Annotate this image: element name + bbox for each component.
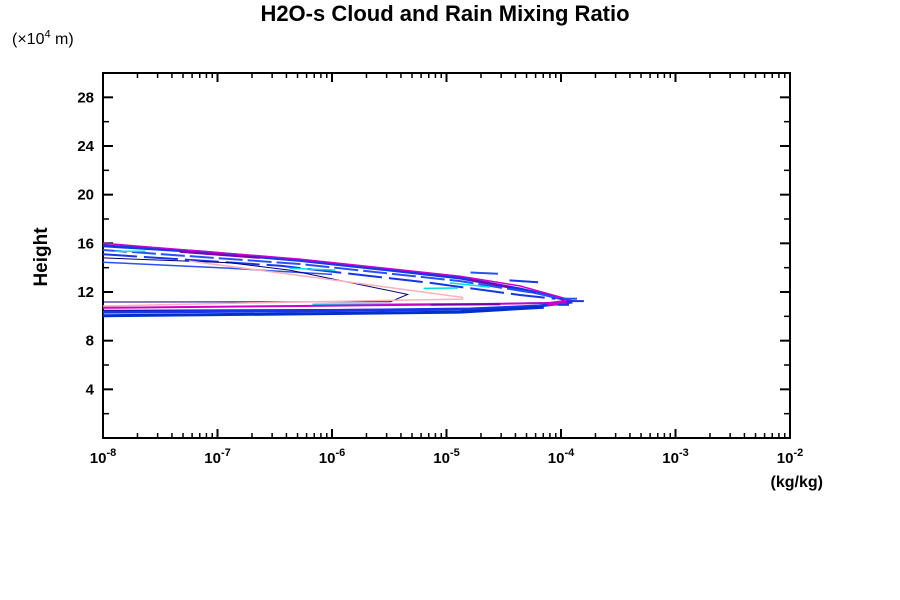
chart-title: H2O-s Cloud and Rain Mixing Ratio <box>260 1 630 26</box>
contour-cyan-frag-3 <box>449 282 491 288</box>
contour-magenta-bottom <box>102 301 558 309</box>
x-tick-label: 10-3 <box>662 447 688 467</box>
contour-tip-magenta <box>547 299 567 307</box>
x-tick-label: 10-4 <box>548 447 575 467</box>
y-tick-label: 28 <box>77 89 94 106</box>
contour-purple-frag-1 <box>179 250 260 259</box>
x-tick-label: 10-8 <box>90 447 116 467</box>
y-unit-exponent: 4 <box>44 28 51 41</box>
contour-scatter-blue-2 <box>509 279 539 284</box>
x-tick-exponent: -2 <box>793 447 803 459</box>
contour-pink-wedge <box>102 260 464 307</box>
x-tick-label: 10-5 <box>433 447 459 467</box>
x-tick-exponent: -6 <box>335 447 345 459</box>
x-tick-exponent: -3 <box>679 447 689 459</box>
contour-purple-frag-3 <box>430 303 501 306</box>
x-tick-label: 10-7 <box>204 447 230 467</box>
contour-top-blue-3 <box>102 253 556 300</box>
y-tick-label: 12 <box>77 284 94 301</box>
contour-purple-frag-2 <box>470 278 511 289</box>
y-unit-prefix: (×10 <box>12 31 45 48</box>
x-axis-unit-label: (kg/kg) <box>770 474 823 491</box>
contour-scatter-blue-1 <box>470 271 499 275</box>
plot-frame <box>102 72 791 439</box>
contour-blue-bottom-2 <box>102 305 544 318</box>
contour-top-magenta <box>102 242 571 301</box>
y-tick-label: 8 <box>86 333 94 350</box>
y-tick-label: 20 <box>77 187 94 204</box>
x-tick-exponent: -4 <box>564 447 575 459</box>
contour-cyan-frag-2 <box>289 267 336 271</box>
contour-top-blue-2 <box>102 249 565 301</box>
x-tick-exponent: -8 <box>106 447 116 459</box>
x-tick-label: 10-2 <box>777 447 803 467</box>
y-tick-label: 24 <box>77 138 94 155</box>
y-tick-label: 16 <box>77 235 94 252</box>
contour-top-blue-4 <box>102 261 333 276</box>
x-tick-exponent: -7 <box>221 447 231 459</box>
x-tick-exponent: -5 <box>450 447 460 459</box>
y-unit-suffix: m) <box>50 31 74 48</box>
y-tick-label: 4 <box>86 381 95 398</box>
y-axis-unit-label: (×104 m) <box>12 28 74 49</box>
x-tick-label: 10-6 <box>319 447 345 467</box>
